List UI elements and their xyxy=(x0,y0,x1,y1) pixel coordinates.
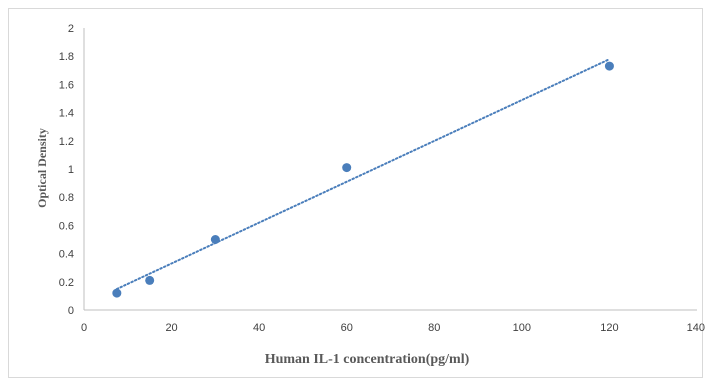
y-tick-label: 0.8 xyxy=(59,192,74,204)
y-axis-title: Optical Density xyxy=(35,128,49,208)
y-tick-label: 0.2 xyxy=(59,277,74,289)
x-tick-label: 120 xyxy=(600,322,618,334)
axes xyxy=(83,28,697,311)
x-tick-label: 140 xyxy=(687,322,705,334)
x-tick-label: 80 xyxy=(428,322,440,334)
trendline-layer xyxy=(115,58,611,290)
x-tick-label: 60 xyxy=(341,322,353,334)
y-tick-label: 1 xyxy=(68,164,74,176)
trendline xyxy=(115,58,611,290)
y-tick-label: 1.8 xyxy=(59,51,74,63)
y-tick-label: 2 xyxy=(68,23,74,35)
x-tick-label: 20 xyxy=(165,322,177,334)
y-tick-label: 0.4 xyxy=(59,249,74,261)
y-tick-label: 1.6 xyxy=(59,79,74,91)
data-point xyxy=(604,61,614,71)
y-tick-labels: 0 0.2 0.4 0.6 0.8 1 1.2 1.4 1.6 1.8 2 xyxy=(59,23,74,317)
y-tick-label: 1.4 xyxy=(59,108,74,120)
y-tick-label: 1.2 xyxy=(59,136,74,148)
data-point xyxy=(145,275,155,285)
x-axis-title: Human IL-1 concentration(pg/ml) xyxy=(265,352,470,367)
y-tick-label: 0.6 xyxy=(59,220,74,232)
data-points xyxy=(112,61,614,298)
x-tick-label: 40 xyxy=(253,322,265,334)
x-tick-labels: 0 20 40 60 80 100 120 140 xyxy=(81,322,705,334)
x-tick-label: 100 xyxy=(513,322,531,334)
chart-frame xyxy=(8,8,703,378)
data-point xyxy=(112,288,122,298)
data-point xyxy=(210,235,220,244)
x-tick-label: 0 xyxy=(81,322,87,334)
y-tick-label: 0 xyxy=(68,305,74,317)
data-point xyxy=(342,163,352,173)
